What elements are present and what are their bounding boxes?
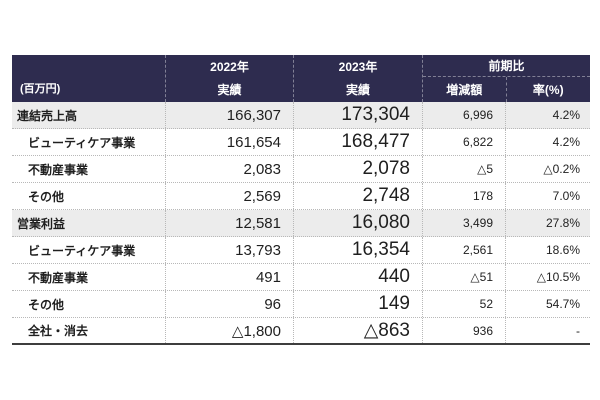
year-2022-label: 2022年 xyxy=(210,59,249,74)
value-2022-cell: 13,793 xyxy=(165,237,293,263)
value-2022-cell: △1,800 xyxy=(165,318,293,343)
value-2023-cell: 16,080 xyxy=(293,210,422,236)
row-label-cell: 連結売上高 xyxy=(17,108,78,123)
diff-value-cell: 52 xyxy=(422,291,505,317)
table-row: 不動産事業 2,083 2,078 △5 △0.2% xyxy=(12,156,590,183)
diff-value-cell: 6,996 xyxy=(422,102,505,128)
value-2022-cell: 96 xyxy=(165,291,293,317)
table-row: その他 96 149 52 54.7% xyxy=(12,291,590,318)
table-row: 全社・消去 △1,800 △863 936 - xyxy=(12,318,590,345)
rate-value-cell: △10.5% xyxy=(505,264,590,290)
column-header-comparison: 前期比 増減額 率(%) xyxy=(422,55,590,102)
row-label-cell: その他 xyxy=(28,189,65,204)
value-2023-cell: △863 xyxy=(293,318,422,343)
value-2022-cell: 2,569 xyxy=(165,183,293,209)
rate-value-cell: 7.0% xyxy=(505,183,590,209)
table-header: (百万円) 2022年 実績 2023年 実績 前期比 増減額 率(%) xyxy=(12,55,590,102)
diff-value-cell: 2,561 xyxy=(422,237,505,263)
row-label-cell: その他 xyxy=(28,297,65,312)
rate-value-cell: 54.7% xyxy=(505,291,590,317)
diff-value-cell: △51 xyxy=(422,264,505,290)
column-header-2022: 2022年 実績 xyxy=(165,55,293,102)
value-2023-cell: 2,748 xyxy=(293,183,422,209)
table-row: 連結売上高 166,307 173,304 6,996 4.2% xyxy=(12,102,590,129)
value-2023-cell: 2,078 xyxy=(293,156,422,182)
table-row: その他 2,569 2,748 178 7.0% xyxy=(12,183,590,210)
table-row: 不動産事業 491 440 △51 △10.5% xyxy=(12,264,590,291)
row-label-cell: 営業利益 xyxy=(17,216,66,231)
unit-label: (百万円) xyxy=(20,83,61,95)
comparison-label: 前期比 xyxy=(423,55,590,77)
table-row: 営業利益 12,581 16,080 3,499 27.8% xyxy=(12,210,590,237)
value-2022-cell: 2,083 xyxy=(165,156,293,182)
financial-results-table: (百万円) 2022年 実績 2023年 実績 前期比 増減額 率(%) 連結売… xyxy=(12,55,590,345)
rate-value-cell: - xyxy=(505,318,590,343)
diff-value-cell: 6,822 xyxy=(422,129,505,155)
table-row: ビューティケア事業 13,793 16,354 2,561 18.6% xyxy=(12,237,590,264)
value-2022-cell: 491 xyxy=(165,264,293,290)
diff-value-cell: △5 xyxy=(422,156,505,182)
value-2022-cell: 161,654 xyxy=(165,129,293,155)
table-body: 連結売上高 166,307 173,304 6,996 4.2% ビューティケア… xyxy=(12,102,590,345)
rate-value-cell: 4.2% xyxy=(505,129,590,155)
diff-value-cell: 178 xyxy=(422,183,505,209)
value-2023-cell: 16,354 xyxy=(293,237,422,263)
rate-value-cell: 18.6% xyxy=(505,237,590,263)
value-2022-cell: 12,581 xyxy=(165,210,293,236)
value-2023-cell: 168,477 xyxy=(293,129,422,155)
value-2023-cell: 440 xyxy=(293,264,422,290)
row-label-cell: 全社・消去 xyxy=(28,324,89,338)
rate-value-cell: △0.2% xyxy=(505,156,590,182)
actual-2022-label: 実績 xyxy=(217,83,242,97)
value-2023-cell: 149 xyxy=(293,291,422,317)
rate-column-header: 率(%) xyxy=(505,77,591,102)
year-2023-label: 2023年 xyxy=(338,59,378,74)
rate-value-cell: 27.8% xyxy=(505,210,590,236)
row-label-cell: 不動産事業 xyxy=(28,270,89,285)
actual-2023-label: 実績 xyxy=(345,83,370,97)
row-label-cell: 不動産事業 xyxy=(28,162,89,177)
table-row: ビューティケア事業 161,654 168,477 6,822 4.2% xyxy=(12,129,590,156)
value-2023-cell: 173,304 xyxy=(293,102,422,128)
diff-value-cell: 3,499 xyxy=(422,210,505,236)
row-label-cell: ビューティケア事業 xyxy=(28,135,136,150)
diff-column-header: 増減額 xyxy=(446,83,483,97)
rate-value-cell: 4.2% xyxy=(505,102,590,128)
column-header-2023: 2023年 実績 xyxy=(293,55,422,102)
diff-value-cell: 936 xyxy=(422,318,505,343)
comparison-subheaders: 増減額 率(%) xyxy=(423,77,590,102)
value-2022-cell: 166,307 xyxy=(165,102,293,128)
row-label-cell: ビューティケア事業 xyxy=(28,243,136,258)
